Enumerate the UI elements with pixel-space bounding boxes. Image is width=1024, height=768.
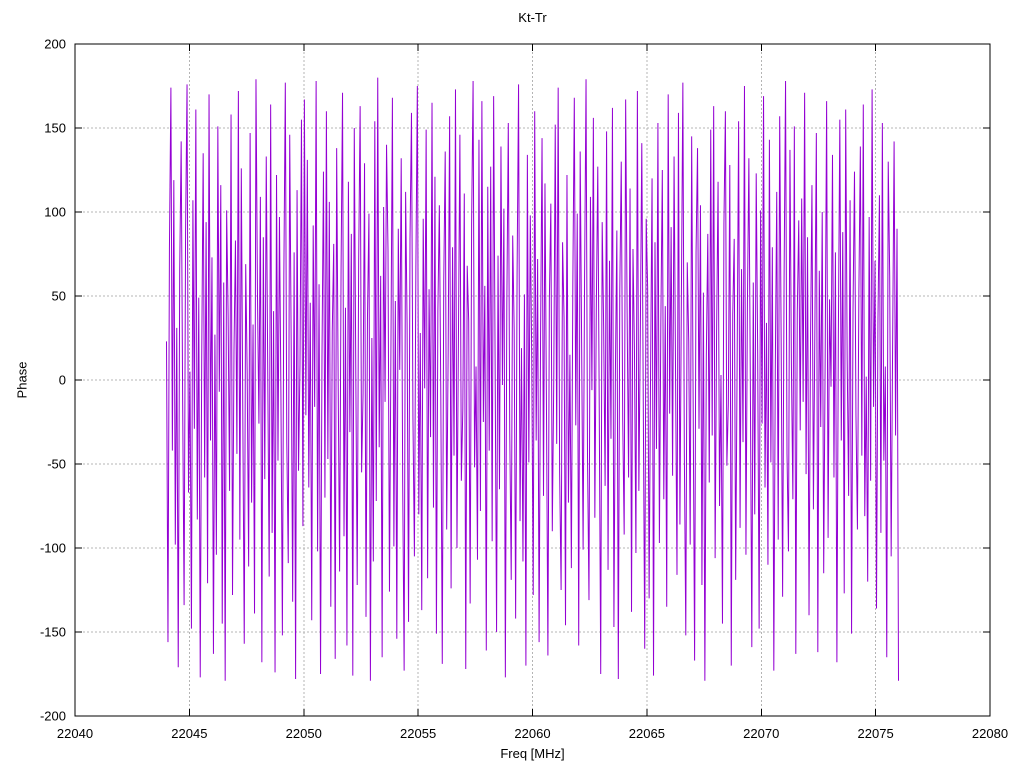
y-tick-label: 200	[44, 37, 66, 52]
y-tick-label: 50	[52, 289, 66, 304]
y-tick-label: 100	[44, 205, 66, 220]
x-tick-label: 22070	[743, 726, 779, 741]
y-tick-label: -50	[47, 457, 66, 472]
phase-series-line	[166, 77, 899, 681]
x-tick-label: 22080	[972, 726, 1008, 741]
x-tick-label: 22055	[400, 726, 436, 741]
x-tick-label: 22040	[57, 726, 93, 741]
y-tick-label: 150	[44, 121, 66, 136]
x-tick-label: 22075	[858, 726, 894, 741]
x-tick-label: 22045	[171, 726, 207, 741]
x-tick-label: 22065	[629, 726, 665, 741]
chart-title: Kt-Tr	[518, 10, 547, 25]
y-tick-label: 0	[59, 373, 66, 388]
y-tick-label: -200	[40, 709, 66, 724]
y-tick-label: -100	[40, 541, 66, 556]
x-tick-label: 22050	[286, 726, 322, 741]
y-tick-label: -150	[40, 625, 66, 640]
x-tick-label: 22060	[514, 726, 550, 741]
x-axis-label: Freq [MHz]	[500, 746, 565, 761]
